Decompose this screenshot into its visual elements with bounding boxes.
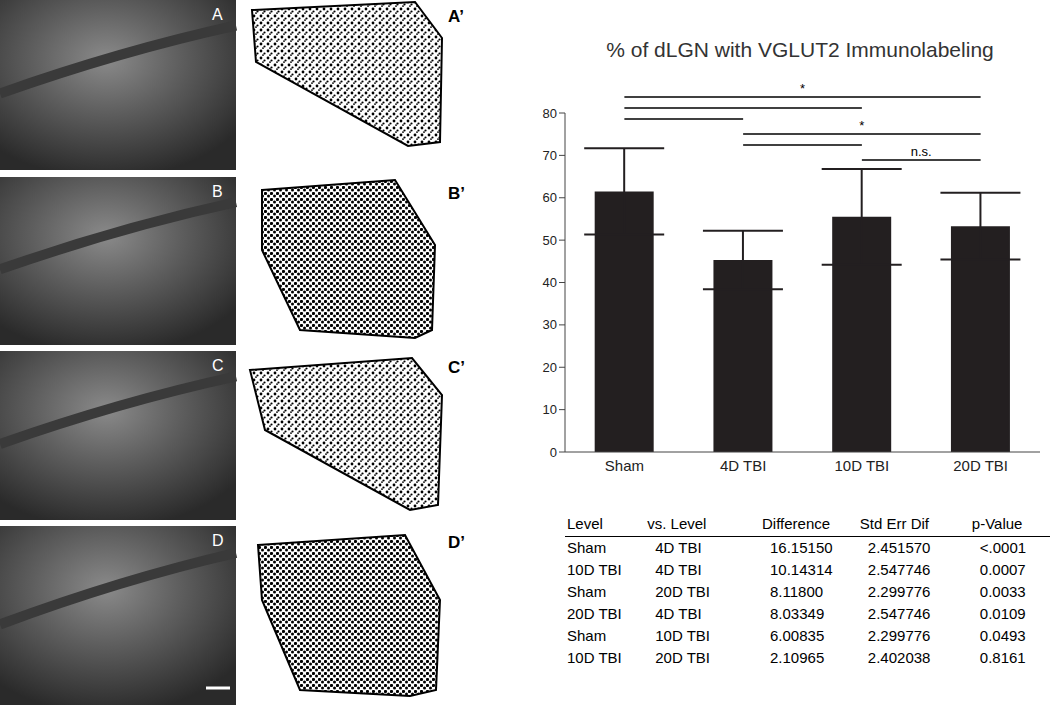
html-text:2.451570: 2.451570 bbox=[867, 538, 931, 556]
html-text:4D TBI: 4D TBI bbox=[655, 604, 702, 622]
svg-text:20D TBI: 20D TBI bbox=[953, 457, 1008, 474]
html-text:p-Value: p-Value bbox=[971, 515, 1023, 533]
svg-text:0: 0 bbox=[550, 445, 557, 460]
html-text:20D TBI: 20D TBI bbox=[655, 648, 710, 666]
html-text:10D TBI: 10D TBI bbox=[655, 626, 710, 644]
html-text:20D TBI: 20D TBI bbox=[655, 582, 710, 600]
svg-text:A’: A’ bbox=[448, 7, 464, 26]
svg-text:40: 40 bbox=[543, 275, 557, 290]
svg-text:n.s.: n.s. bbox=[911, 144, 932, 159]
html-text:Sham: Sham bbox=[567, 626, 607, 644]
html-text:10D TBI: 10D TBI bbox=[567, 648, 622, 666]
html-text:2.547746: 2.547746 bbox=[867, 604, 931, 622]
html-text:16.15150: 16.15150 bbox=[770, 538, 833, 556]
html-text:4D TBI: 4D TBI bbox=[655, 538, 702, 556]
svg-text:C’: C’ bbox=[448, 358, 465, 377]
svg-text:C: C bbox=[212, 357, 224, 374]
svg-text:70: 70 bbox=[543, 148, 557, 163]
html-text:6.00835: 6.00835 bbox=[770, 626, 825, 644]
html-text:Difference: Difference bbox=[762, 515, 831, 533]
svg-text:4D TBI: 4D TBI bbox=[720, 457, 766, 474]
html-text:2.402038: 2.402038 bbox=[867, 648, 931, 666]
html-text:Std Err Dif: Std Err Dif bbox=[859, 515, 929, 533]
html-text:0.0033: 0.0033 bbox=[979, 582, 1026, 600]
svg-text:*: * bbox=[859, 118, 864, 133]
html-text:8.03349: 8.03349 bbox=[770, 604, 825, 622]
html-text:Sham: Sham bbox=[567, 538, 607, 556]
html-text:20D TBI: 20D TBI bbox=[567, 604, 622, 622]
svg-text:Sham: Sham bbox=[605, 457, 644, 474]
svg-text:*: * bbox=[800, 81, 805, 96]
svg-text:50: 50 bbox=[543, 233, 557, 248]
html-text:Sham: Sham bbox=[567, 582, 607, 600]
html-text:<.0001: <.0001 bbox=[979, 538, 1027, 556]
svg-text:80: 80 bbox=[543, 106, 557, 121]
html-text:2.299776: 2.299776 bbox=[867, 626, 931, 644]
svg-text:A: A bbox=[212, 6, 223, 23]
html-text:4D TBI: 4D TBI bbox=[655, 560, 702, 578]
svg-text:10D TBI: 10D TBI bbox=[835, 457, 890, 474]
svg-text:D’: D’ bbox=[448, 533, 465, 552]
html-text:vs. Level: vs. Level bbox=[647, 515, 707, 533]
html-text:Level: Level bbox=[567, 515, 603, 533]
html-text:0.0493: 0.0493 bbox=[979, 626, 1026, 644]
svg-text:D: D bbox=[212, 532, 224, 549]
html-text:10D TBI: 10D TBI bbox=[567, 560, 622, 578]
html-text:0.8161: 0.8161 bbox=[979, 648, 1026, 666]
html-text:% of dLGN with VGLUT2 Immunola: % of dLGN with VGLUT2 Immunolabeling bbox=[606, 38, 994, 61]
html-text:2.10965: 2.10965 bbox=[770, 648, 825, 666]
html-text:0.0007: 0.0007 bbox=[979, 560, 1026, 578]
html-text:10.14314: 10.14314 bbox=[770, 560, 833, 578]
html-text:8.11800: 8.11800 bbox=[770, 582, 824, 600]
html-text:2.547746: 2.547746 bbox=[867, 560, 931, 578]
svg-text:30: 30 bbox=[543, 317, 557, 332]
svg-text:10: 10 bbox=[543, 402, 557, 417]
svg-text:B’: B’ bbox=[448, 184, 465, 203]
svg-text:B: B bbox=[212, 183, 223, 200]
svg-text:20: 20 bbox=[543, 360, 557, 375]
html-text:0.0109: 0.0109 bbox=[979, 604, 1026, 622]
html-text:2.299776: 2.299776 bbox=[867, 582, 931, 600]
svg-text:60: 60 bbox=[543, 190, 557, 205]
